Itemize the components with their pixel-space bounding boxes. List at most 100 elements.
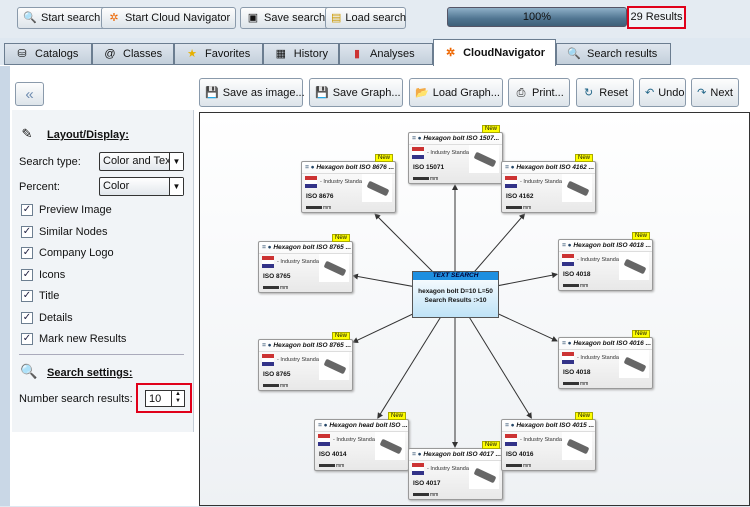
node-industry: - Industry Standa... bbox=[520, 437, 567, 443]
magnifier-icon: 🔍 bbox=[20, 363, 38, 379]
result-node[interactable]: New = ● Hexagon bolt ISO 8765 ... - Indu… bbox=[258, 234, 353, 293]
option-checkbox[interactable]: ✓ Icons bbox=[21, 268, 66, 281]
checkbox[interactable]: ✓ bbox=[21, 290, 33, 302]
bolt-preview-image bbox=[619, 252, 649, 280]
new-badge: New bbox=[481, 125, 500, 133]
node-unit: mm bbox=[336, 463, 345, 469]
print-button[interactable]: ⎙ Print... bbox=[508, 78, 570, 107]
save-as-image-button[interactable]: 💾 Save as image... bbox=[199, 78, 305, 107]
node-iso: ISO 15071 bbox=[413, 164, 445, 171]
graph-canvas[interactable]: New = ● Hexagon bolt ISO 1507... - Indus… bbox=[199, 112, 750, 506]
result-node[interactable]: New = ● Hexagon head bolt ISO ... - Indu… bbox=[314, 412, 409, 471]
info-icon: = ● bbox=[262, 342, 272, 349]
checkbox[interactable]: ✓ bbox=[21, 204, 33, 216]
option-checkbox[interactable]: ✓ Title bbox=[21, 290, 59, 302]
load-search-button[interactable]: ▤ Load search bbox=[325, 7, 406, 29]
option-checkbox[interactable]: ✓ Company Logo bbox=[21, 247, 114, 259]
new-badge: New bbox=[481, 441, 500, 449]
option-checkbox[interactable]: ✓ Preview Image bbox=[21, 204, 112, 216]
tab-analyses[interactable]: ▮ Analyses bbox=[339, 43, 433, 65]
bolt-preview-image bbox=[469, 145, 499, 173]
option-checkbox[interactable]: ✓ Similar Nodes bbox=[21, 225, 107, 238]
new-badge: New bbox=[374, 154, 393, 162]
node-unit: mm bbox=[430, 492, 439, 498]
start-search-button[interactable]: 🔍 Start search bbox=[17, 7, 107, 29]
checkbox[interactable]: ✓ bbox=[21, 268, 33, 281]
info-icon: = ● bbox=[305, 164, 315, 171]
collapse-panel-button[interactable]: « bbox=[15, 82, 44, 106]
progress-bar: 100% bbox=[447, 7, 627, 27]
num-results-spinner[interactable]: 10 ▲ ▼ bbox=[145, 390, 185, 407]
option-label: Mark new Results bbox=[39, 333, 127, 345]
spinner-arrows-icon[interactable]: ▲ ▼ bbox=[171, 391, 184, 406]
node-industry: - Industry Standa... bbox=[427, 150, 474, 156]
info-icon: = ● bbox=[412, 135, 422, 142]
bolt-preview-image bbox=[619, 350, 649, 378]
node-industry: - Industry Standa... bbox=[520, 179, 567, 185]
new-badge: New bbox=[631, 232, 650, 240]
option-label: Icons bbox=[39, 268, 66, 281]
undo-icon: ↶ bbox=[645, 86, 655, 99]
node-title: Hexagon bolt ISO 4016 ... bbox=[573, 340, 652, 347]
checkbox[interactable]: ✓ bbox=[21, 225, 33, 238]
bolt-preview-image bbox=[469, 461, 499, 489]
option-label: Company Logo bbox=[39, 247, 114, 259]
result-node[interactable]: New = ● Hexagon bolt ISO 4162 ... - Indu… bbox=[501, 154, 596, 213]
undo-button[interactable]: ↶ Undo bbox=[639, 78, 686, 107]
search-type-label: Search type: bbox=[19, 156, 81, 168]
bolt-preview-image bbox=[319, 254, 349, 282]
tab-history[interactable]: ▦ History bbox=[263, 43, 339, 65]
divider bbox=[19, 354, 184, 355]
result-node[interactable]: New = ● Hexagon bolt ISO 8676 ... - Indu… bbox=[301, 154, 396, 213]
next-button[interactable]: ↷ Next bbox=[691, 78, 739, 107]
bolt-preview-image bbox=[562, 174, 592, 202]
checkbox[interactable]: ✓ bbox=[21, 247, 33, 259]
center-search-node[interactable]: TEXT SEARCH hexagon bolt D=10 L=50 Searc… bbox=[412, 271, 499, 318]
bolt-preview-image bbox=[362, 174, 392, 202]
save-graph-button[interactable]: 💾 Save Graph... bbox=[309, 78, 403, 107]
tab-classes[interactable]: @ Classes bbox=[92, 43, 174, 65]
result-node[interactable]: New = ● Hexagon bolt ISO 4017 ... - Indu… bbox=[408, 441, 503, 500]
result-node[interactable]: New = ● Hexagon bolt ISO 4015 ... - Indu… bbox=[501, 412, 596, 471]
info-icon: = ● bbox=[505, 164, 515, 171]
unit-icon bbox=[319, 464, 335, 467]
info-icon: = ● bbox=[412, 451, 422, 458]
checkbox[interactable]: ✓ bbox=[21, 333, 33, 345]
tab-catalogs[interactable]: ⛁ Catalogs bbox=[4, 43, 92, 65]
node-unit: mm bbox=[280, 285, 289, 291]
new-badge: New bbox=[631, 330, 650, 338]
info-icon: = ● bbox=[562, 340, 572, 347]
bolt-preview-image bbox=[375, 432, 405, 460]
node-title: Hexagon bolt ISO 4015 ... bbox=[516, 422, 595, 429]
unit-icon bbox=[306, 206, 322, 209]
tab-cloudnavigator[interactable]: ✲ CloudNavigator bbox=[433, 39, 556, 66]
tab-favorites[interactable]: ★ Favorites bbox=[174, 43, 263, 65]
node-title: Hexagon bolt ISO 8765 ... bbox=[273, 342, 352, 349]
new-badge: New bbox=[331, 332, 350, 340]
node-industry: - Industry Standa... bbox=[333, 437, 380, 443]
node-iso: ISO 8676 bbox=[306, 193, 334, 200]
at-icon: @ bbox=[104, 48, 116, 60]
calendar-icon: ▦ bbox=[275, 48, 287, 60]
result-node[interactable]: New = ● Hexagon bolt ISO 4016 ... - Indu… bbox=[558, 330, 653, 389]
load-graph-button[interactable]: 📂 Load Graph... bbox=[409, 78, 503, 107]
result-node[interactable]: New = ● Hexagon bolt ISO 8765 ... - Indu… bbox=[258, 332, 353, 391]
unit-icon bbox=[563, 382, 579, 385]
tab-search-results[interactable]: 🔍 Search results bbox=[556, 43, 671, 65]
search-type-select[interactable]: Color and Text ▼ bbox=[99, 152, 184, 171]
unit-icon bbox=[506, 464, 522, 467]
node-iso: ISO 4014 bbox=[319, 451, 347, 458]
save-search-button[interactable]: ▣ Save search bbox=[240, 7, 332, 29]
node-unit: mm bbox=[580, 283, 589, 289]
option-checkbox[interactable]: ✓ Details bbox=[21, 311, 73, 324]
result-node[interactable]: New = ● Hexagon bolt ISO 4018 ... - Indu… bbox=[558, 232, 653, 291]
search-settings-heading: Search settings: bbox=[47, 367, 133, 379]
reset-button[interactable]: ↻ Reset bbox=[576, 78, 634, 107]
percent-select[interactable]: Color ▼ bbox=[99, 177, 184, 196]
checkbox[interactable]: ✓ bbox=[21, 311, 33, 324]
option-checkbox[interactable]: ✓ Mark new Results bbox=[21, 333, 126, 345]
start-cloud-navigator-button[interactable]: ✲ Start Cloud Navigator bbox=[101, 7, 237, 29]
result-node[interactable]: New = ● Hexagon bolt ISO 1507... - Indus… bbox=[408, 125, 503, 184]
flag-icon bbox=[562, 254, 574, 266]
option-label: Details bbox=[39, 311, 73, 324]
